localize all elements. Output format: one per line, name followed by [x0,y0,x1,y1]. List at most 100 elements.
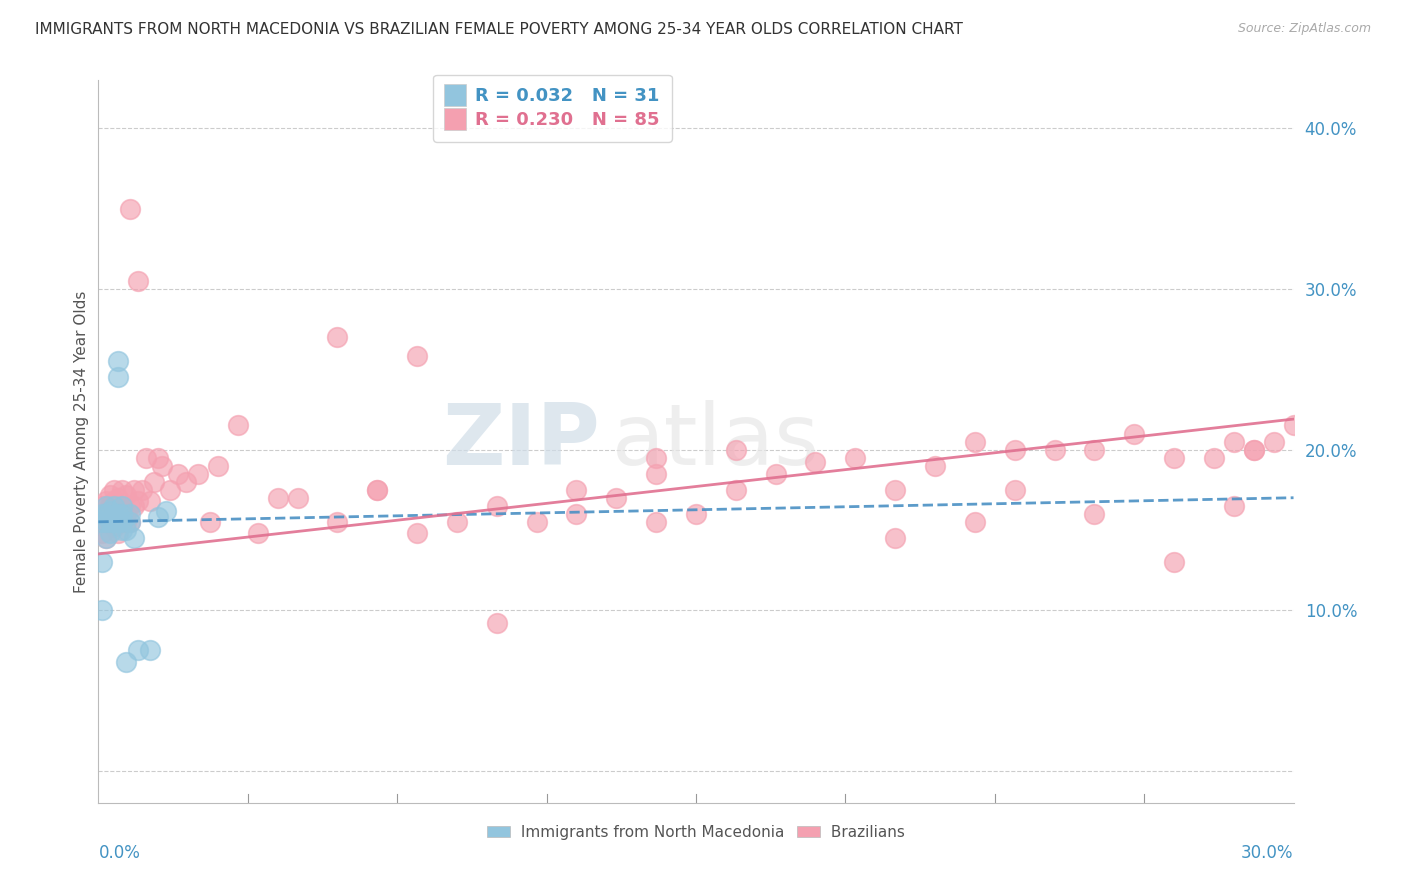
Point [645,467,668,481]
Point [287,491,309,505]
Point [366,483,388,497]
Point [884,483,907,497]
Point [120,515,142,529]
Text: IMMIGRANTS FROM NORTH MACEDONIA VS BRAZILIAN FEMALE POVERTY AMONG 25-34 YEAR OLD: IMMIGRANTS FROM NORTH MACEDONIA VS BRAZI… [35,22,963,37]
Point [107,370,129,384]
Point [96,515,118,529]
Point [96,507,118,521]
Point [107,526,129,541]
Point [1163,555,1185,569]
Point [685,507,707,521]
Point [143,475,166,489]
Point [246,526,269,541]
Point [485,615,508,630]
Point [127,274,149,288]
Point [724,483,747,497]
Point [139,643,162,657]
Point [115,507,138,521]
Point [98,499,122,513]
Point [111,515,134,529]
Point [120,499,142,513]
Point [1123,426,1146,441]
Point [267,491,290,505]
Point [724,442,747,457]
Point [963,434,986,449]
Point [924,458,946,473]
Point [91,507,114,521]
Point [406,350,429,364]
Point [605,491,627,505]
Point [91,499,114,513]
Point [174,475,197,489]
Point [91,603,114,617]
Text: 30.0%: 30.0% [1241,845,1294,863]
Point [1282,418,1305,433]
Point [107,510,129,524]
Point [131,483,153,497]
Point [103,483,125,497]
Point [111,507,134,521]
Point [963,515,986,529]
Point [127,494,149,508]
Point [115,487,138,501]
Point [406,526,429,541]
Point [1043,442,1066,457]
Point [91,515,114,529]
Point [111,483,134,497]
Point [1083,507,1105,521]
Point [96,494,118,508]
Point [804,455,827,469]
Point [107,491,129,505]
Text: ZIP: ZIP [443,400,600,483]
Point [565,483,588,497]
Point [111,503,134,517]
Point [91,526,114,541]
Point [139,494,162,508]
Point [96,531,118,545]
Point [1004,483,1026,497]
Point [111,523,134,537]
Point [98,515,122,529]
Point [124,531,146,545]
Point [103,519,125,533]
Point [1223,434,1246,449]
Point [103,499,125,513]
Point [115,515,138,529]
Point [98,503,122,517]
Point [135,450,157,465]
Point [207,458,229,473]
Point [148,510,170,524]
Point [765,467,787,481]
Point [844,450,866,465]
Point [645,515,668,529]
Point [1243,442,1265,457]
Point [124,483,146,497]
Text: atlas: atlas [613,400,820,483]
Point [884,531,907,545]
Point [111,499,134,513]
Point [226,418,249,433]
Point [1083,442,1105,457]
Point [1163,450,1185,465]
Point [103,515,125,529]
Point [103,494,125,508]
Point [159,483,181,497]
Point [526,515,548,529]
Text: Source: ZipAtlas.com: Source: ZipAtlas.com [1237,22,1371,36]
Point [98,526,122,541]
Point [115,655,138,669]
Point [115,523,138,537]
Point [1263,434,1285,449]
Point [446,515,468,529]
Point [124,499,146,513]
Point [120,202,142,216]
Point [127,643,149,657]
Point [120,507,142,521]
Point [645,450,668,465]
Point [96,499,118,513]
Point [98,487,122,501]
Point [107,507,129,521]
Point [326,330,349,344]
Point [326,515,349,529]
Point [96,531,118,545]
